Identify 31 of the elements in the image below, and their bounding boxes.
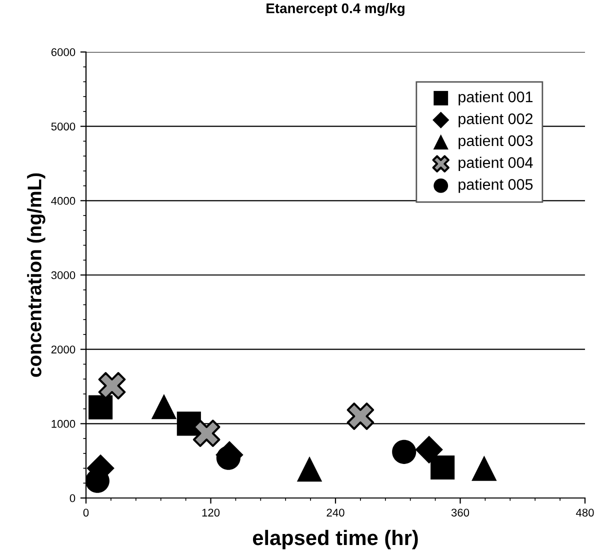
y-tick-label: 5000	[51, 122, 76, 130]
point	[392, 440, 416, 464]
point	[415, 436, 443, 464]
y-tick-label: 4000	[51, 196, 76, 205]
y-axis-title: concentration (ng/mL)	[27, 173, 46, 377]
legend-label: patient 005	[458, 178, 533, 193]
point	[151, 394, 177, 420]
y-tick-label: 2000	[51, 346, 76, 354]
x-tick-label: 480	[576, 508, 594, 517]
legend-label: patient 004	[458, 156, 533, 171]
chart-title: Etanercept 0.4 mg/kg	[266, 3, 404, 16]
x-tick-label: 120	[202, 508, 220, 517]
point	[216, 446, 240, 470]
point	[98, 372, 126, 400]
point	[88, 395, 113, 420]
x-tick-label: 0	[83, 508, 89, 517]
y-tick-label: 6000	[51, 48, 76, 56]
point	[346, 402, 374, 430]
legend-label: patient 002	[458, 112, 533, 128]
point	[192, 420, 220, 447]
x-tick-label: 360	[451, 508, 470, 517]
x-tick-label: 240	[326, 508, 344, 517]
point	[430, 455, 455, 480]
y-tick-label: 1000	[52, 420, 76, 428]
point	[296, 456, 322, 482]
y-tick-label: 0	[70, 494, 76, 502]
point	[472, 456, 497, 481]
y-tick-label: 3000	[51, 271, 76, 280]
x-axis-title: elapsed time (hr)	[252, 530, 418, 550]
legend-label: patient 001	[458, 91, 533, 106]
legend-label: patient 003	[458, 134, 533, 150]
